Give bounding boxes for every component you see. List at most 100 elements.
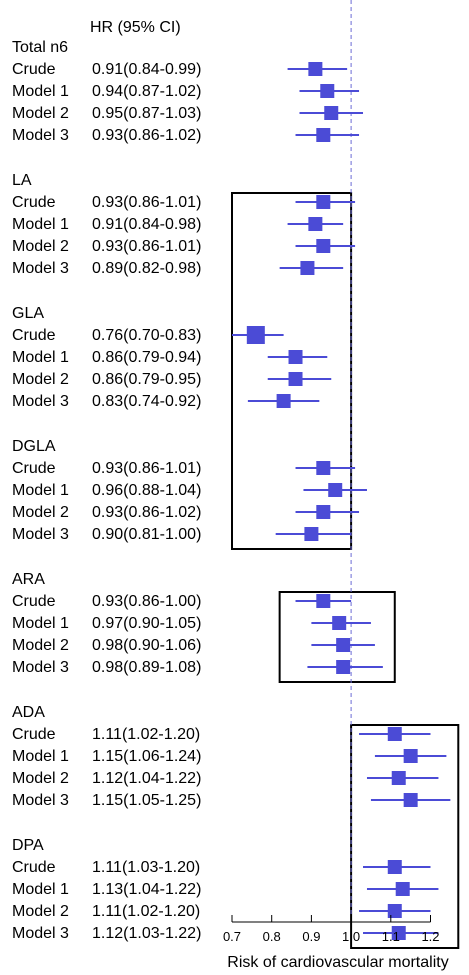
hr-ci-text: 1.12(1.03-1.22) [92,925,201,942]
x-tick-label: 0.9 [302,929,320,944]
x-tick-label: 1.0 [342,929,360,944]
row-label: Model 1 [12,881,69,898]
row-label: Crude [12,593,56,610]
hr-ci-text: 1.15(1.05-1.25) [92,792,201,809]
hr-marker [328,483,343,497]
row-label: Model 1 [12,83,69,100]
hr-ci-text: 0.91(0.84-0.99) [92,61,201,78]
row-label: Model 3 [12,526,69,543]
hr-marker [332,616,347,630]
hr-ci-text: 0.97(0.90-1.05) [92,615,201,632]
hr-ci-text: 0.96(0.88-1.04) [92,482,201,499]
hr-marker [387,904,402,918]
x-tick-label: 0.7 [223,929,241,944]
hr-marker [391,771,406,785]
group-label: GLA [12,305,44,322]
x-axis: 0.7 0.8 0.9 1.0 1.1 1.2 [223,915,440,944]
group-label: LA [12,172,32,189]
hr-ci-text: 1.15(1.06-1.24) [92,748,201,765]
hr-marker [316,128,331,142]
hr-ci-text: 0.90(0.81-1.00) [92,526,201,543]
group-label: DGLA [12,438,56,455]
hr-marker [387,727,402,741]
row-label: Model 1 [12,216,69,233]
row-label: Crude [12,327,56,344]
hr-marker [324,106,339,120]
hr-ci-text: 0.83(0.74-0.92) [92,393,201,410]
hr-ci-text: 0.94(0.87-1.02) [92,83,201,100]
row-label: Model 3 [12,792,69,809]
row-label: Model 2 [12,371,69,388]
x-tick-label: 0.8 [263,929,281,944]
group-label: ARA [12,571,45,588]
hr-marker [308,217,323,231]
row-label: Model 2 [12,637,69,654]
x-tick-label: 1.1 [382,929,400,944]
hr-ci-text: 0.95(0.87-1.03) [92,105,201,122]
row-label: Model 3 [12,260,69,277]
hr-marker [288,350,303,364]
row-label: Model 1 [12,482,69,499]
hr-marker [316,239,331,253]
hr-ci-text: 0.98(0.89-1.08) [92,659,201,676]
hr-marker [288,372,303,386]
hr-marker [300,261,315,275]
row-label: Model 2 [12,238,69,255]
hr-marker [387,860,402,874]
row-label: Model 2 [12,770,69,787]
hr-ci-text: 0.93(0.86-1.02) [92,504,201,521]
hr-marker [308,62,323,76]
row-label: Model 3 [12,659,69,676]
hr-ci-text: 0.93(0.86-1.00) [92,593,201,610]
row-label: Model 1 [12,349,69,366]
hr-ci-text: 1.11(1.03-1.20) [92,859,200,876]
plot-marks [232,62,451,940]
highlight-boxes [231,192,460,949]
hr-ci-text: 0.93(0.86-1.01) [92,460,201,477]
x-tick-label: 1.2 [421,929,439,944]
hr-ci-text: 1.11(1.02-1.20) [92,903,200,920]
hr-marker [403,749,418,763]
hr-ci-text: 0.89(0.82-0.98) [92,260,201,277]
hr-ci-text: 0.86(0.79-0.95) [92,371,201,388]
group-label: DPA [12,837,44,854]
hr-marker [403,793,418,807]
hr-ci-text: 0.93(0.86-1.02) [92,127,201,144]
hr-marker [320,84,335,98]
hr-ci-text: 0.91(0.84-0.98) [92,216,201,233]
row-label: Model 3 [12,925,69,942]
hr-marker [336,638,351,652]
row-label: Crude [12,460,56,477]
hr-ci-text: 0.98(0.90-1.06) [92,637,201,654]
hr-marker [395,882,410,896]
row-label: Model 2 [12,504,69,521]
hr-marker [304,527,319,541]
hr-ci-text: 1.12(1.04-1.22) [92,770,201,787]
hr-ci-text: 0.93(0.86-1.01) [92,194,201,211]
row-label: Model 2 [12,903,69,920]
hr-marker [316,195,331,209]
row-label: Model 1 [12,748,69,765]
hr-marker [276,394,291,408]
row-label: Crude [12,726,56,743]
row-label: Model 1 [12,615,69,632]
group-label: Total n6 [12,39,68,56]
row-label: Crude [12,194,56,211]
x-axis-label: Risk of cardiovascular mortality [227,954,448,971]
highlight-box [278,591,396,683]
row-labels: Total n6 Crude 0.91(0.84-0.99) Model 1 0.94(… [12,39,201,942]
row-label: Model 3 [12,127,69,144]
hr-marker [391,926,406,940]
hr-ci-text: 0.93(0.86-1.01) [92,238,201,255]
hr-ci-text: 0.86(0.79-0.94) [92,349,201,366]
hr-marker [316,594,331,608]
hr-marker [246,326,265,344]
hr-marker [316,461,331,475]
hr-marker [316,505,331,519]
row-label: Model 3 [12,393,69,410]
hr-ci-text: 1.11(1.02-1.20) [92,726,200,743]
hr-ci-text: 1.13(1.04-1.22) [92,881,201,898]
row-label: Crude [12,859,56,876]
hr-marker [336,660,351,674]
